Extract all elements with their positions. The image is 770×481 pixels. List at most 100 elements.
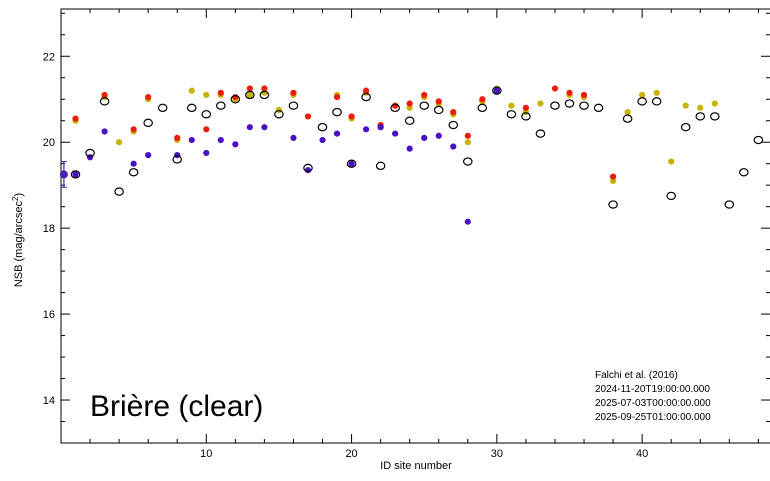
falchi-point [216,101,226,110]
series-2-point [217,89,224,96]
falchi-point [593,103,604,113]
falchi-point [259,90,270,100]
series-2-point [348,113,355,120]
series-3-point [203,91,210,99]
series-2-point [246,85,253,92]
falchi-point [695,112,706,121]
falchi-point [390,103,400,113]
falchi-point [128,168,139,177]
series-2-point [101,91,108,99]
series-1-point [145,151,152,159]
series-3-point [639,91,646,99]
series-2-point [304,113,312,120]
series-2-point [232,93,239,101]
series-2-point [174,134,181,142]
falchi-point [332,107,342,117]
falchi-point [70,170,81,179]
falchi-point [361,92,371,102]
series-3-point [537,100,544,107]
series-2-point [290,89,297,96]
series-2-point [551,85,559,92]
series-2-point [566,89,573,96]
series-3-point [682,102,689,109]
series-1-point [246,124,253,131]
falchi-point [550,101,560,110]
series-2-point [261,85,268,92]
series-2-point [464,132,471,139]
series-1-point [130,160,137,167]
series-1-point [392,130,399,137]
falchi-point [419,101,430,110]
y-axis-label-close: ) [13,193,25,197]
series-1-point [363,126,370,133]
series-2-point [333,93,341,101]
series-1-point [86,154,94,161]
falchi-point [448,120,459,130]
falchi-point [186,103,197,113]
series-1-point [217,136,224,144]
falchi-point [346,159,357,168]
series-1-point [421,134,428,142]
falchi-point [608,200,618,209]
falchi-point [521,112,531,121]
falchi-point [157,103,168,113]
y-axis-label: NSB (mag/arcsec2) [11,193,25,287]
falchi-point [245,90,255,100]
series-3-point [406,104,413,111]
series-1-point [319,136,326,144]
series-2-point [72,115,79,122]
series-3-point [508,102,515,109]
series-2-point [450,109,457,116]
falchi-point [404,116,415,125]
series-1-point [464,218,471,225]
x-tick-label: 20 [345,448,357,460]
falchi-point [680,122,691,132]
series-3-point [464,139,471,146]
series-1-point [232,141,239,148]
series-2-point [609,173,617,180]
y-tick-label: 22 [43,51,55,63]
series-3-point [711,100,718,107]
series-1-point [72,171,79,178]
falchi-point [230,95,241,104]
falchi-point [375,161,386,171]
series-2-point [479,96,486,103]
falchi-point [622,114,633,123]
series-1-point [101,128,108,135]
series-1-point [333,130,341,137]
series-1-point [203,149,210,157]
series-1-point [174,151,181,159]
falchi-point [579,101,589,110]
series-1-point [493,87,500,94]
falchi-point [463,157,473,166]
series-3-point [697,104,704,111]
legend-entry-2025-09-25: 2025-09-25T01:00:00.000 [595,412,711,423]
series-3-point [624,109,631,116]
series-2-point [580,91,588,99]
series-3-point [522,109,530,116]
y-tick-label: 16 [43,309,55,321]
falchi-point [739,168,749,177]
series-2-point [392,102,399,109]
falchi-point [303,163,313,173]
falchi-point [477,103,488,113]
series-2-point [203,126,210,133]
y-axis-label-sup: 2 [11,196,20,201]
falchi-point [85,148,95,158]
falchi-point [709,112,720,121]
falchi-point [172,155,183,164]
series-2-point [130,126,137,133]
falchi-point [99,97,110,106]
series-2-point [363,87,370,94]
series-3-point [653,89,660,96]
series-1-point [348,160,355,167]
falchi-point [637,97,647,106]
falchi-point [651,97,662,106]
legend-entry-2024-11-20: 2024-11-20T19:00:00.000 [595,384,710,395]
series-3-point [609,177,617,184]
y-tick-label: 20 [43,137,55,149]
series-3-point [116,139,123,146]
falchi-point [201,110,212,119]
